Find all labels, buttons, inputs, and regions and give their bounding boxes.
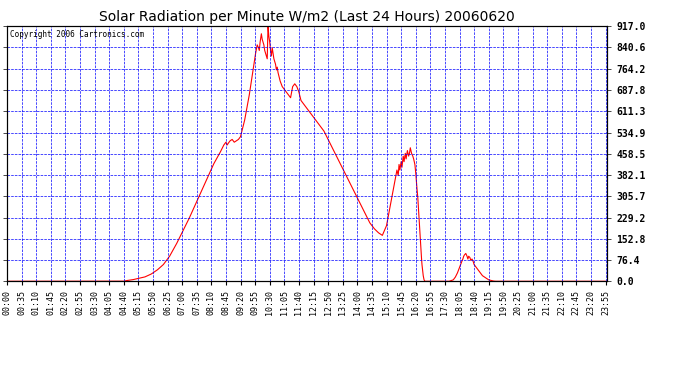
Text: Copyright 2006 Cartronics.com: Copyright 2006 Cartronics.com [10,30,144,39]
Title: Solar Radiation per Minute W/m2 (Last 24 Hours) 20060620: Solar Radiation per Minute W/m2 (Last 24… [99,10,515,24]
